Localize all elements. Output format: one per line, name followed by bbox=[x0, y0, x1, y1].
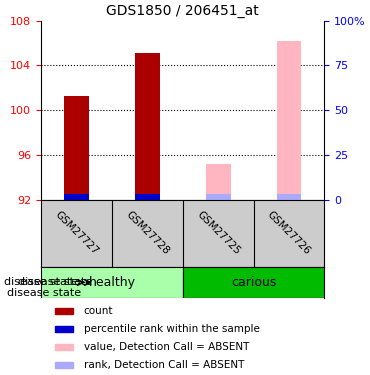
Bar bbox=[64, 96, 89, 200]
Bar bbox=[55, 344, 73, 350]
Text: disease state: disease state bbox=[7, 288, 81, 297]
Bar bbox=[277, 41, 302, 200]
Text: GSM27728: GSM27728 bbox=[124, 210, 171, 257]
Bar bbox=[55, 362, 73, 368]
Text: healthy: healthy bbox=[88, 276, 135, 289]
Text: carious: carious bbox=[231, 276, 276, 289]
Bar bbox=[183, 267, 324, 298]
Text: GSM27725: GSM27725 bbox=[195, 210, 242, 257]
Bar bbox=[64, 194, 89, 200]
Bar bbox=[55, 326, 73, 332]
Text: percentile rank within the sample: percentile rank within the sample bbox=[84, 324, 259, 334]
Bar bbox=[135, 194, 160, 200]
Text: value, Detection Call = ABSENT: value, Detection Call = ABSENT bbox=[84, 342, 249, 352]
Text: disease state: disease state bbox=[18, 278, 92, 287]
Bar bbox=[206, 164, 231, 200]
Bar bbox=[135, 53, 160, 200]
Text: GSM27727: GSM27727 bbox=[53, 210, 100, 257]
Bar bbox=[206, 194, 231, 200]
Text: rank, Detection Call = ABSENT: rank, Detection Call = ABSENT bbox=[84, 360, 244, 370]
Text: GSM27726: GSM27726 bbox=[265, 210, 313, 257]
Text: count: count bbox=[84, 306, 113, 316]
Text: disease state: disease state bbox=[4, 278, 78, 287]
Bar bbox=[55, 308, 73, 314]
Title: GDS1850 / 206451_at: GDS1850 / 206451_at bbox=[107, 4, 259, 18]
Bar bbox=[41, 267, 183, 298]
Bar bbox=[277, 194, 302, 200]
